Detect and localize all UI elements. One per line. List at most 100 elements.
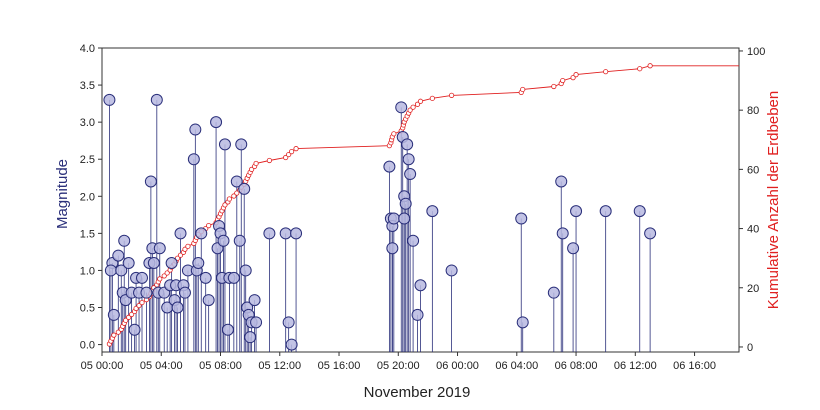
cumulative-point (417, 98, 424, 104)
magnitude-point (516, 316, 529, 329)
magnitude-point (174, 227, 187, 240)
magnitude-point (644, 227, 657, 240)
cumulative-point (115, 329, 121, 335)
axes: 0.0 0.5 1.0 1.5 2.0 2.5 3.0 3.5 4.0 0 20 40 60 80 100 0… (80, 43, 766, 372)
cumulative-point (161, 273, 167, 279)
magnitude-point (402, 153, 415, 166)
magnitude-point (115, 264, 128, 277)
cumulative-point (647, 63, 653, 69)
x-tick-label: 05 00:00 (81, 360, 124, 372)
cumulative-point (407, 107, 413, 113)
magnitude-point (290, 227, 303, 240)
cumulative-point (266, 157, 272, 164)
magnitude-point (282, 316, 295, 329)
magnitude-point (401, 138, 414, 151)
cumulative-point (129, 311, 135, 318)
magnitude-point (202, 294, 215, 307)
cumulative-point (206, 223, 212, 229)
x-tick-label: 06 00:00 (436, 360, 479, 372)
cumulative-point (182, 246, 188, 252)
cumulative-point (133, 305, 139, 312)
magnitude-point (399, 197, 412, 210)
magnitude-point (187, 153, 200, 166)
magnitude-point (104, 264, 117, 277)
y-right-tick-label: 0 (747, 342, 753, 354)
x-tick-label: 05 08:00 (199, 360, 242, 372)
magnitude-point (279, 227, 292, 240)
cumulative-point (253, 160, 259, 167)
magnitude-point (383, 160, 396, 173)
magnitude-point (122, 257, 135, 270)
magnitude-point (547, 286, 560, 299)
magnitude-point (238, 182, 251, 195)
y-left-tick-label: 4.0 (80, 43, 95, 55)
cumulative-point (177, 252, 184, 258)
cumulative-point (293, 146, 299, 152)
cumulative-point (414, 101, 421, 107)
cumulative-point (111, 332, 117, 338)
cumulative-point (157, 276, 163, 282)
magnitude-point (285, 338, 298, 351)
cumulative-point (126, 314, 132, 320)
y-axis-right-title: Kumulative Anzahl der Erdbeben (765, 91, 782, 309)
magnitude-point (445, 264, 458, 277)
x-tick-label: 05 12:00 (258, 360, 301, 372)
magnitude-point (570, 205, 583, 218)
cumulative-point (573, 72, 579, 78)
cumulative-point (449, 92, 455, 98)
magnitude-point (633, 205, 646, 218)
x-tick-label: 06 08:00 (555, 360, 598, 372)
magnitude-point (250, 316, 263, 329)
magnitude-point (230, 175, 243, 188)
magnitude-point (411, 308, 424, 321)
y-left-tick-label: 2.5 (80, 154, 95, 166)
y-axis-left-title: Magnitude (54, 159, 71, 229)
cumulative-point (139, 299, 145, 306)
y-left-tick-label: 3.5 (80, 80, 95, 92)
magnitude-point (386, 242, 399, 255)
magnitude-point (144, 175, 157, 188)
magnitude-point (414, 279, 427, 292)
magnitude-point (135, 271, 148, 284)
cumulative-point (185, 243, 191, 249)
magnitude-point (199, 271, 212, 284)
magnitude-point (217, 234, 230, 247)
y-right-tick-label: 100 (747, 46, 765, 58)
magnitude-point (118, 234, 131, 247)
y-left-tick-label: 2.0 (80, 191, 95, 203)
magnitude-point (210, 116, 223, 129)
magnitude-point (233, 234, 246, 247)
cumulative-point (286, 151, 292, 158)
cumulative-point (249, 166, 255, 172)
x-tick-label: 06 16:00 (673, 360, 716, 372)
x-tick-label: 06 12:00 (614, 360, 657, 372)
magnitude-point (567, 242, 580, 255)
magnitude-point (227, 271, 240, 284)
magnitude-point (248, 294, 261, 307)
cumulative-point (520, 86, 526, 93)
cumulative-point (560, 77, 566, 84)
cumulative-point (234, 190, 240, 196)
magnitude-point (178, 286, 191, 299)
cumulative-point (391, 131, 397, 137)
magnitude-point (263, 227, 276, 240)
y-left-tick-label: 0.5 (80, 303, 95, 315)
magnitude-point (107, 308, 120, 321)
magnitude-point (140, 286, 153, 299)
cumulative-line-layer (106, 63, 739, 347)
y-left-tick-label: 1.5 (80, 228, 95, 240)
x-axis-title: November 2019 (364, 384, 471, 401)
magnitude-point (556, 227, 569, 240)
magnitude-point (153, 242, 166, 255)
magnitude-point (218, 138, 231, 151)
magnitude-point (426, 205, 439, 218)
magnitude-point (147, 257, 160, 270)
magnitude-point (407, 234, 420, 247)
y-right-tick-label: 20 (747, 283, 759, 295)
cumulative-point (174, 255, 181, 261)
magnitude-point (235, 138, 248, 151)
magnitude-point (244, 331, 257, 344)
y-left-tick-label: 0.0 (80, 340, 95, 352)
magnitude-point (555, 175, 568, 188)
